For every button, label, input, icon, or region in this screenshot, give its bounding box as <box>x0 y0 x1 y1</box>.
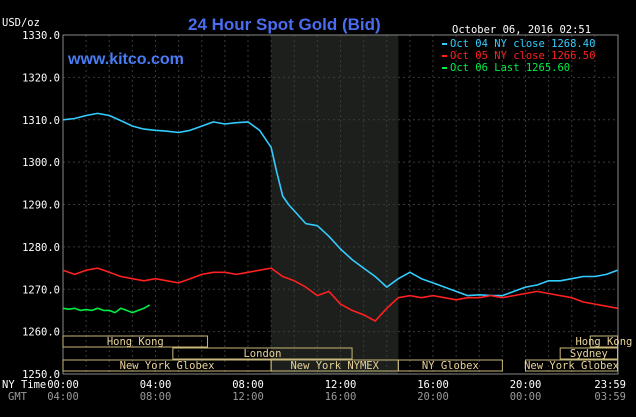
x-tick-label: 20:00 <box>510 379 542 391</box>
y-tick-label: 1250.0 <box>22 369 60 381</box>
ny-time-row-label: NY Time <box>2 379 46 391</box>
session-box <box>62 335 209 348</box>
session-label: New York Globex <box>120 360 215 372</box>
session-label: Sydney <box>570 348 608 360</box>
y-tick-label: 1320.0 <box>22 72 60 84</box>
y-tick-label: 1270.0 <box>22 284 60 296</box>
session-box <box>397 359 503 372</box>
gridlines <box>63 35 618 374</box>
kitco-watermark: www.kitco.com <box>67 51 184 68</box>
x-tick-label: 00:00 <box>47 379 79 391</box>
session-label: NY Globex <box>422 360 479 372</box>
gmt-tick-label: 00:00 <box>510 391 542 403</box>
x-tick-label: 12:00 <box>325 379 357 391</box>
legend-entry: Oct 05 NY close 1266.50 <box>450 50 595 62</box>
gmt-tick-label: 08:00 <box>140 391 172 403</box>
session-box <box>589 335 619 348</box>
gmt-tick-label: 16:00 <box>325 391 357 403</box>
date-label: October 06, 2016 02:51 <box>452 24 591 36</box>
y-tick-label: 1290.0 <box>22 200 60 212</box>
y-axis-unit-label: USD/oz <box>2 17 40 29</box>
x-tick-label: 04:00 <box>140 379 172 391</box>
session-label: London <box>243 348 281 360</box>
session-label: New York NYMEX <box>290 360 379 372</box>
gmt-tick-label: 12:00 <box>232 391 264 403</box>
x-tick-label: 23:59 <box>594 379 626 391</box>
gmt-row-label: GMT <box>8 391 28 403</box>
y-tick-label: 1330.0 <box>22 30 60 42</box>
session-label: Hong Kong <box>107 336 164 348</box>
session-label: Hong Kong <box>575 336 632 348</box>
y-tick-label: 1300.0 <box>22 157 60 169</box>
session-box <box>172 347 353 360</box>
series-line <box>62 267 618 322</box>
series-lines <box>62 112 618 322</box>
x-tick-label: 16:00 <box>417 379 449 391</box>
y-tick-label: 1260.0 <box>22 327 60 339</box>
gmt-tick-label: 20:00 <box>417 391 449 403</box>
legend-entry: Oct 04 NY close 1268.40 <box>450 38 595 50</box>
legend-entry: Oct 06 Last 1265.60 <box>450 62 570 74</box>
chart-title: 24 Hour Spot Gold (Bid) <box>188 15 381 34</box>
x-tick-label: 08:00 <box>232 379 264 391</box>
y-tick-label: 1310.0 <box>22 115 60 127</box>
series-line <box>62 304 151 314</box>
session-label: New York Globex <box>524 360 619 372</box>
gmt-tick-label: 04:00 <box>47 391 79 403</box>
y-axis-ticks: 1330.0 1320.0 1310.0 1300.0 1290.0 1280.0 1270… <box>22 30 60 381</box>
session-box <box>525 359 619 372</box>
plot-border <box>62 34 619 375</box>
y-tick-label: 1280.0 <box>22 242 60 254</box>
gmt-tick-label: 03:59 <box>594 391 626 403</box>
x-axis-ticks: 00:0004:0004:0008:0008:0012:0012:0016:00… <box>47 379 626 403</box>
session-box <box>559 347 619 360</box>
series-line <box>62 112 618 297</box>
